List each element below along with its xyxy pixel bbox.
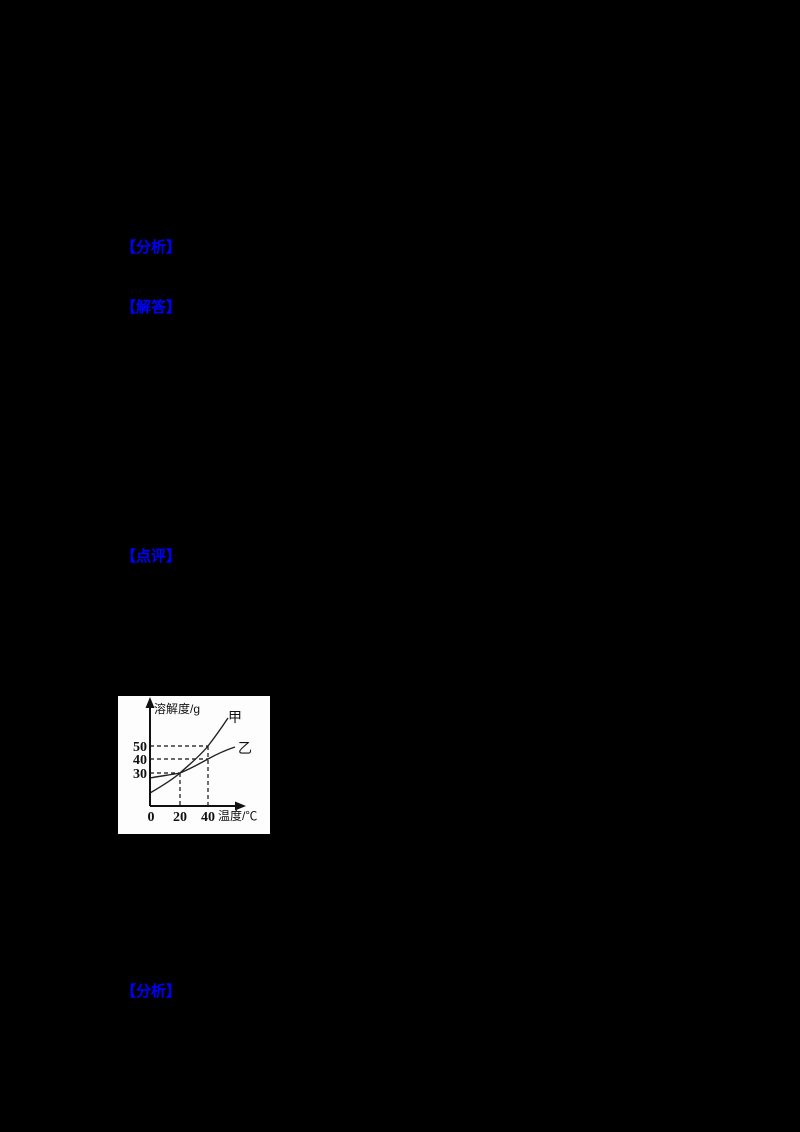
- x-tick-0: 0: [148, 810, 155, 825]
- y-tick-40: 40: [133, 753, 147, 768]
- series-yi-label: 乙: [238, 740, 252, 756]
- x-axis-arrow-icon: [235, 801, 246, 811]
- y-tick-50: 50: [133, 740, 147, 755]
- y-axis-arrow-icon: [145, 697, 155, 708]
- comment-section-label: 【点评】: [121, 548, 182, 565]
- x-tick-40: 40: [201, 810, 215, 825]
- analysis-section-label-2: 【分析】: [121, 983, 182, 1000]
- curve-jia: [149, 717, 229, 794]
- solution-section-label: 【解答】: [121, 299, 182, 316]
- solubility-curve-svg: 溶解度/g 温度/℃ 50 40 30 0 20 40 甲 乙: [133, 697, 257, 825]
- analysis-section-label-1: 【分析】: [121, 239, 182, 256]
- curve-yi: [149, 746, 236, 779]
- x-tick-20: 20: [173, 810, 187, 825]
- y-tick-30: 30: [133, 767, 147, 782]
- x-axis-label: 温度/℃: [218, 808, 257, 823]
- series-jia-label: 甲: [228, 709, 242, 725]
- y-axis-label: 溶解度/g: [154, 701, 200, 716]
- solubility-curve-chart: 溶解度/g 温度/℃ 50 40 30 0 20 40 甲 乙: [118, 696, 270, 834]
